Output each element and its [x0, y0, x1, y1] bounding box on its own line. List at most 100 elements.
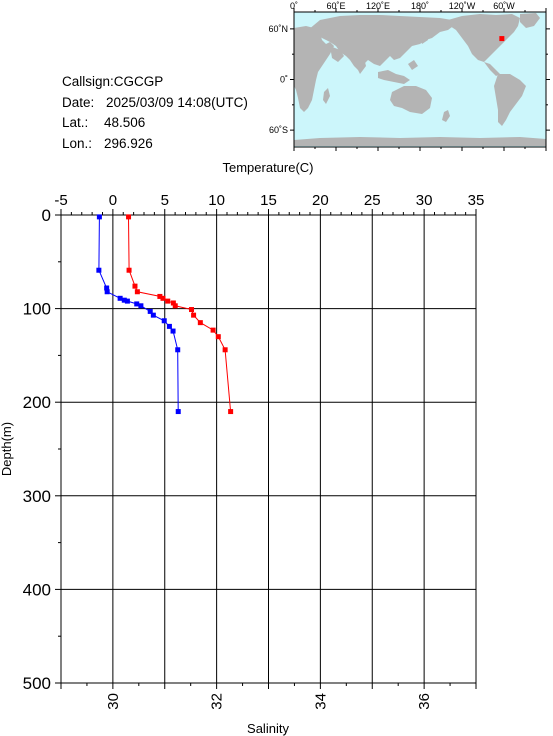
depth-tick-label: 200 [23, 393, 51, 412]
temperature-tick-label: -5 [54, 192, 67, 209]
temperature-tick-label: 5 [161, 192, 169, 209]
temperature-point [160, 295, 166, 301]
temperature-point [197, 320, 203, 326]
map-lat-label: 60˚N [268, 24, 288, 34]
salinity-point [117, 295, 123, 301]
callsign-value: CGCGP [113, 74, 164, 89]
land-antarctica [294, 137, 546, 146]
salinity-tick-label: 32 [209, 693, 226, 710]
land-japan [420, 34, 428, 44]
map-land [294, 13, 546, 146]
temperature-tick-label: 10 [208, 192, 225, 209]
salinity-point [175, 409, 181, 415]
land-arabia-india [330, 46, 366, 74]
lon-line: Lon.: 296.926 [62, 134, 248, 155]
temperature-tick-label: 35 [468, 192, 485, 209]
temperature-point [126, 214, 132, 220]
temperature-point [165, 298, 171, 304]
temperature-point [210, 327, 216, 333]
date-line: Date: 2025/03/09 14:08(UTC) [62, 93, 248, 114]
station-marker [499, 36, 505, 42]
land-greenland [520, 13, 540, 28]
lat-line: Lat.: 48.506 [62, 113, 248, 134]
depth-tick-label: 0 [42, 206, 51, 225]
temperature-tick-label: 0 [109, 192, 117, 209]
land-eurasia [308, 15, 456, 70]
top-axis-label: Temperature(C) [222, 160, 313, 175]
lat-value: 48.506 [104, 115, 146, 130]
map-lat-label: 60˚S [269, 125, 288, 135]
salinity-point [147, 308, 153, 314]
salinity-point [104, 289, 110, 295]
bottom-axis-label: Salinity [247, 721, 289, 736]
station-info: Callsign:CGCGP Date: 2025/03/09 14:08(UTC… [62, 72, 248, 154]
date-label: Date: [62, 94, 95, 110]
map-lon-label: 0˚ [290, 1, 298, 11]
temperature-point [170, 300, 176, 306]
salinity-point [96, 267, 102, 273]
depth-tick-label: 300 [23, 487, 51, 506]
temperature-point [134, 289, 140, 295]
land-madagascar [323, 88, 330, 104]
salinity-point [166, 323, 172, 329]
salinity-point [121, 297, 127, 303]
salinity-point [170, 328, 176, 334]
map-lon-label: 120˚W [449, 1, 476, 11]
series [96, 214, 234, 415]
map-labels: 0˚ 60˚E 120˚E 180˚ 120˚W 60˚W 60˚N 0˚ 60˚S [268, 1, 515, 135]
salinity-tick-label: 34 [312, 693, 329, 710]
land-africa-europe [294, 26, 334, 112]
grid [60, 214, 477, 684]
land-north-america [448, 14, 520, 62]
salinity-point [175, 347, 181, 353]
salinity-point [150, 312, 156, 318]
left-axis-label: Depth(m) [0, 422, 14, 476]
callsign-label: Callsign: [62, 74, 114, 89]
temperature-point [126, 267, 132, 273]
map-ticks [290, 8, 550, 151]
temperature-point [172, 303, 178, 309]
map-lon-label: 60˚E [326, 1, 345, 11]
depth-tick-label: 100 [23, 300, 51, 319]
lon-label: Lon.: [62, 135, 93, 151]
temperature-line [128, 216, 232, 412]
salinity-point [124, 298, 130, 304]
temperature-tick-label: 15 [260, 192, 277, 209]
land-se-asia-islands [378, 60, 418, 84]
map-lon-label: 180˚ [411, 1, 429, 11]
salinity-tick-label: 36 [416, 693, 433, 710]
world-map: 0˚ 60˚E 120˚E 180˚ 120˚W 60˚W 60˚N 0˚ 60˚S [268, 1, 550, 151]
land-new-zealand [442, 110, 450, 122]
salinity-tick-label: 30 [105, 693, 122, 710]
lat-label: Lat.: [62, 115, 89, 130]
depth-tick-label: 500 [23, 674, 51, 693]
land-australia [390, 86, 432, 114]
salinity-point [161, 318, 167, 324]
depth-tick-label: 400 [23, 580, 51, 599]
temperature-point [132, 283, 138, 289]
temperature-tick-label: 20 [312, 192, 329, 209]
temperature-point [189, 307, 195, 313]
temperature-point [157, 293, 163, 299]
land-central-america [484, 62, 500, 76]
date-value: 2025/03/09 14:08(UTC) [106, 94, 248, 110]
temperature-point [215, 334, 221, 340]
salinity-point [96, 214, 102, 220]
temperature-point [228, 409, 234, 415]
temperature-tick-label: 30 [416, 192, 433, 209]
map-lat-label: 0˚ [280, 75, 288, 85]
salinity-point [138, 303, 144, 309]
temperature-point [222, 347, 228, 353]
lon-value: 296.926 [104, 135, 153, 151]
temperature-point [191, 312, 197, 318]
map-lon-label: 60˚W [493, 1, 515, 11]
salinity-point [134, 301, 140, 307]
callsign-line: Callsign:CGCGP [62, 72, 248, 93]
temperature-tick-label: 25 [364, 192, 381, 209]
land-south-america [494, 74, 526, 126]
map-lon-label: 120˚E [366, 1, 390, 11]
salinity-point [104, 285, 110, 291]
salinity-line [98, 216, 179, 412]
